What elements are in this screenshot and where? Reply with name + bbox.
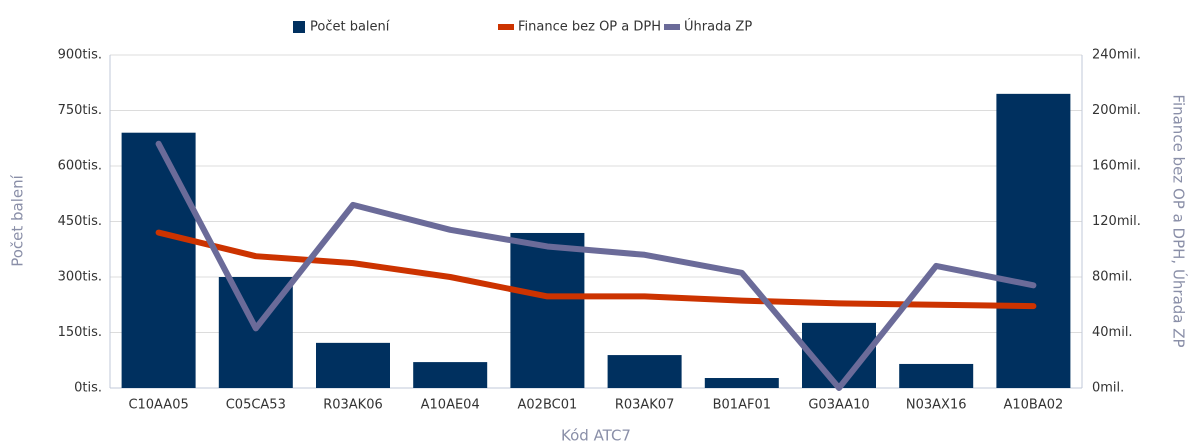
y-tick-label: 0tis. bbox=[74, 381, 102, 396]
y2-tick-label: 160mil. bbox=[1092, 159, 1141, 174]
bar bbox=[121, 132, 196, 388]
y2-tick-label: 40mil. bbox=[1092, 325, 1133, 340]
y-tick-label: 300tis. bbox=[58, 270, 102, 285]
bar bbox=[607, 355, 682, 388]
bar bbox=[510, 232, 585, 388]
y-tick-label: 750tis. bbox=[58, 103, 102, 118]
y2-tick-label: 0mil. bbox=[1092, 381, 1124, 396]
x-tick-label: B01AF01 bbox=[713, 398, 771, 413]
y-tick-label: 600tis. bbox=[58, 159, 102, 174]
legend-label: Finance bez OP a DPH bbox=[518, 20, 661, 35]
y2-tick-label: 240mil. bbox=[1092, 48, 1141, 63]
x-tick-label: N03AX16 bbox=[906, 398, 967, 413]
y-tick-label: 900tis. bbox=[58, 48, 102, 63]
bar bbox=[413, 362, 488, 388]
legend-swatch bbox=[498, 24, 514, 30]
legend-swatch bbox=[293, 21, 305, 33]
x-tick-label: A10AE04 bbox=[421, 398, 480, 413]
legend-label: Úhrada ZP bbox=[684, 19, 752, 35]
x-tick-label: R03AK07 bbox=[615, 398, 675, 413]
y-tick-label: 450tis. bbox=[58, 214, 102, 229]
x-axis-title: Kód ATC7 bbox=[561, 427, 631, 445]
x-tick-label: A02BC01 bbox=[518, 398, 578, 413]
y-axis-title: Počet balení bbox=[9, 174, 27, 266]
x-tick-label: R03AK06 bbox=[323, 398, 383, 413]
y-tick-label: 150tis. bbox=[58, 325, 102, 340]
x-tick-label: A10BA02 bbox=[1004, 398, 1064, 413]
bar bbox=[704, 378, 779, 388]
legend-swatch bbox=[664, 24, 680, 30]
bar bbox=[996, 93, 1071, 388]
y2-axis-title: Finance bez OP a DPH, Úhrada ZP bbox=[1170, 94, 1189, 347]
x-tick-label: C10AA05 bbox=[128, 398, 188, 413]
x-tick-label: C05CA53 bbox=[226, 398, 286, 413]
line bbox=[155, 229, 1037, 310]
y2-tick-label: 80mil. bbox=[1092, 270, 1133, 285]
line bbox=[155, 140, 1037, 391]
y2-tick-label: 120mil. bbox=[1092, 214, 1141, 229]
x-tick-label: G03AA10 bbox=[808, 398, 869, 413]
y2-tick-label: 200mil. bbox=[1092, 103, 1141, 118]
bar bbox=[899, 363, 974, 388]
bar bbox=[316, 342, 390, 388]
legend-label: Počet balení bbox=[310, 20, 390, 35]
